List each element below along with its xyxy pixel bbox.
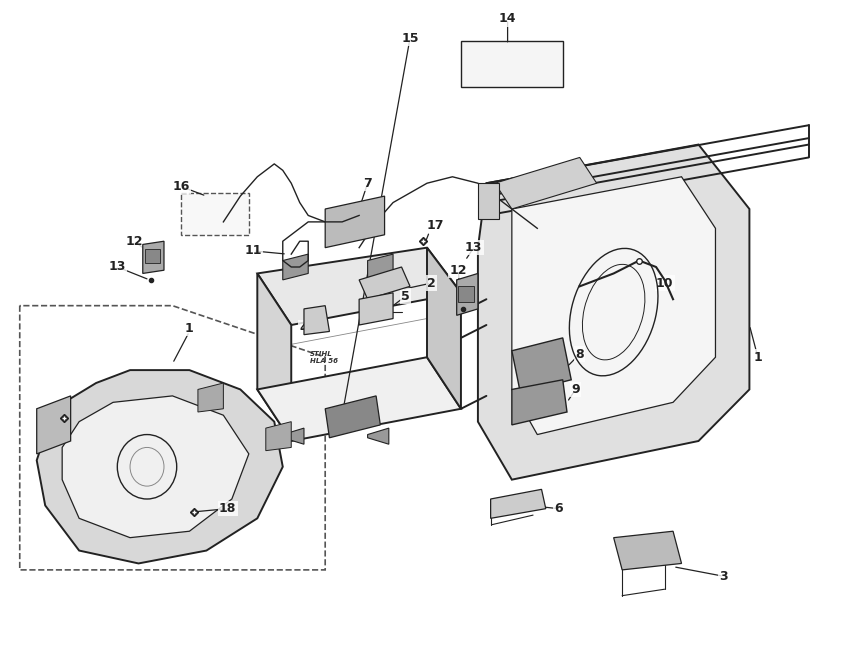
Polygon shape xyxy=(37,396,71,454)
Polygon shape xyxy=(359,292,392,325)
Text: 12: 12 xyxy=(125,235,142,248)
Polygon shape xyxy=(62,396,248,538)
Text: 11: 11 xyxy=(244,244,262,257)
Polygon shape xyxy=(478,144,749,480)
Polygon shape xyxy=(142,241,164,274)
Text: 5: 5 xyxy=(401,289,409,302)
Text: 3: 3 xyxy=(719,570,728,583)
Polygon shape xyxy=(198,383,223,412)
Text: 12: 12 xyxy=(450,264,467,277)
Text: 9: 9 xyxy=(571,383,579,396)
FancyBboxPatch shape xyxy=(181,193,248,235)
Text: 2: 2 xyxy=(426,277,435,290)
Polygon shape xyxy=(257,358,461,441)
Text: 1: 1 xyxy=(185,322,194,335)
Text: 15: 15 xyxy=(401,32,418,45)
Text: 6: 6 xyxy=(554,502,562,515)
Polygon shape xyxy=(613,531,681,570)
Polygon shape xyxy=(426,248,461,409)
Polygon shape xyxy=(282,428,304,444)
Text: 18: 18 xyxy=(218,502,236,515)
Text: 7: 7 xyxy=(363,177,372,190)
Polygon shape xyxy=(282,254,308,280)
Polygon shape xyxy=(37,370,282,564)
Text: 16: 16 xyxy=(172,180,189,193)
Text: 1: 1 xyxy=(752,351,762,364)
Text: 13: 13 xyxy=(464,241,482,254)
Text: 14: 14 xyxy=(498,12,516,25)
FancyBboxPatch shape xyxy=(478,183,498,218)
Text: 17: 17 xyxy=(44,406,61,419)
Polygon shape xyxy=(456,274,478,315)
Polygon shape xyxy=(325,196,384,248)
Text: 17: 17 xyxy=(426,218,444,231)
Text: STIHL
HLA 56: STIHL HLA 56 xyxy=(310,351,338,364)
Polygon shape xyxy=(494,157,596,209)
Polygon shape xyxy=(257,248,461,325)
Polygon shape xyxy=(511,177,715,435)
FancyBboxPatch shape xyxy=(461,42,562,86)
Text: 13: 13 xyxy=(108,261,126,274)
Polygon shape xyxy=(257,274,291,441)
Text: 4: 4 xyxy=(299,322,308,335)
Text: 10: 10 xyxy=(655,277,672,290)
FancyBboxPatch shape xyxy=(458,287,473,302)
Text: 8: 8 xyxy=(575,348,583,361)
Polygon shape xyxy=(359,267,409,299)
Polygon shape xyxy=(490,489,545,518)
Polygon shape xyxy=(325,396,380,438)
FancyBboxPatch shape xyxy=(145,249,160,263)
Polygon shape xyxy=(367,254,392,280)
Polygon shape xyxy=(511,380,566,425)
Polygon shape xyxy=(304,306,329,335)
Polygon shape xyxy=(367,428,388,444)
Polygon shape xyxy=(511,338,571,393)
Polygon shape xyxy=(265,422,291,450)
